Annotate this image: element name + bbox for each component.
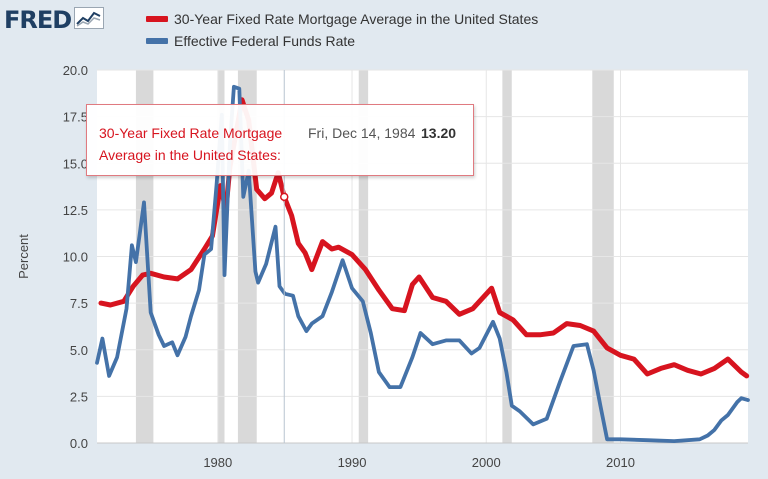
y-tick-label: 20.0 — [63, 63, 88, 78]
series-line-fedfunds[interactable] — [95, 84, 750, 443]
y-tick-label: 17.5 — [63, 110, 88, 125]
hover-tooltip: 30-Year Fixed Rate Mortgage Average in t… — [86, 104, 474, 176]
tooltip-value: 13.20 — [421, 125, 457, 141]
header: FRED 30-Year Fixed Rate Mortgage Average… — [0, 0, 768, 60]
line-chart-icon — [74, 6, 105, 34]
legend-item-fedfunds[interactable]: Effective Federal Funds Rate — [146, 30, 538, 52]
x-tick-label: 2010 — [606, 455, 635, 470]
y-tick-label: 0.0 — [70, 436, 88, 451]
legend-item-mortgage[interactable]: 30-Year Fixed Rate Mortgage Average in t… — [146, 8, 538, 30]
chart-legend: 30-Year Fixed Rate Mortgage Average in t… — [146, 8, 538, 52]
y-tick-label: 15.0 — [63, 156, 88, 171]
x-tick-label: 1990 — [338, 455, 367, 470]
y-tick-label: 2.5 — [70, 389, 88, 404]
legend-label-fedfunds: Effective Federal Funds Rate — [174, 33, 356, 49]
y-tick-label: 7.5 — [70, 296, 88, 311]
tooltip-date: Fri, Dec 14, 1984 — [308, 125, 416, 141]
logo-text: FRED — [4, 6, 72, 34]
fred-logo[interactable]: FRED — [4, 6, 105, 34]
y-axis-label: Percent — [16, 234, 31, 279]
x-tick-label: 1980 — [203, 455, 232, 470]
legend-label-mortgage: 30-Year Fixed Rate Mortgage Average in t… — [174, 11, 539, 27]
y-tick-label: 10.0 — [63, 250, 88, 265]
legend-swatch-fedfunds — [146, 38, 168, 44]
tooltip-series-name: 30-Year Fixed Rate Mortgage Average in t… — [99, 125, 283, 163]
y-tick-label: 12.5 — [63, 203, 88, 218]
legend-swatch-mortgage — [146, 16, 168, 22]
hover-marker — [279, 192, 289, 202]
y-tick-label: 5.0 — [70, 343, 88, 358]
x-tick-label: 2000 — [472, 455, 501, 470]
